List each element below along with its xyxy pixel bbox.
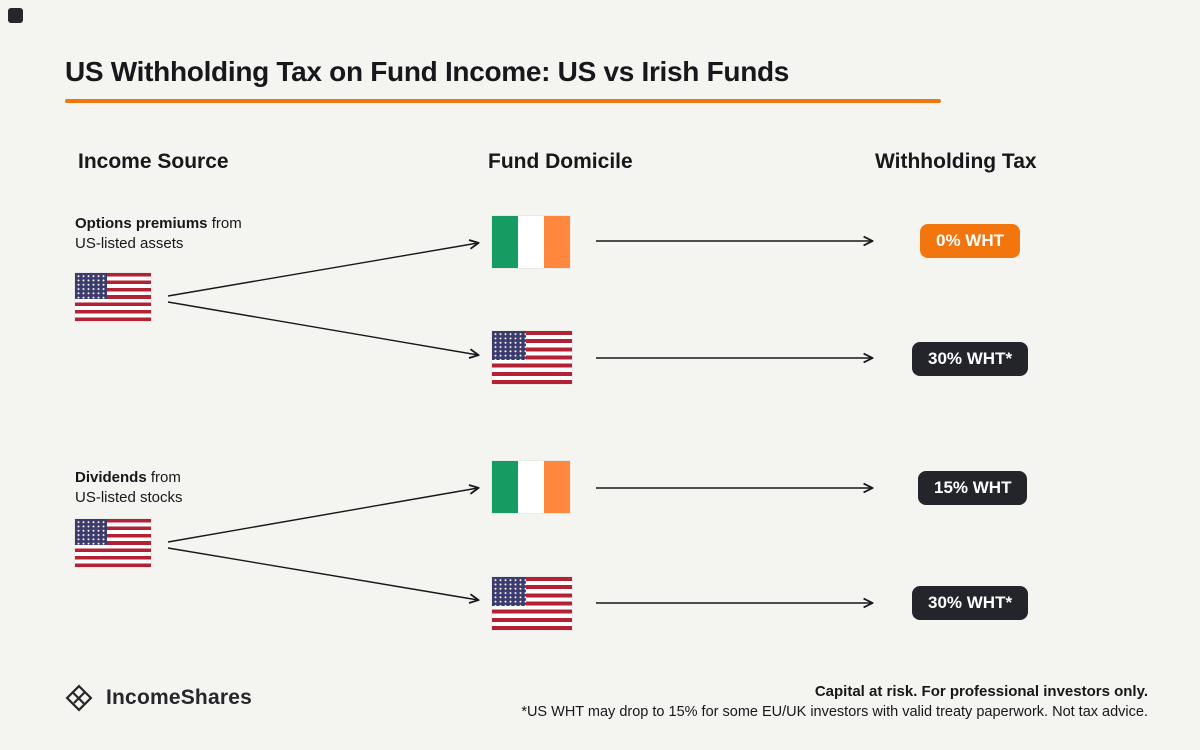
us-flag-icon — [75, 273, 151, 321]
us-flag-icon — [492, 331, 572, 384]
source-label-line2: US-listed stocks — [75, 489, 183, 506]
disclaimer-risk-warning: Capital at risk. For professional invest… — [814, 683, 1148, 700]
source-label-bold: Dividends — [75, 469, 147, 486]
source-label-line1: Dividends from — [75, 468, 183, 488]
brand-name: IncomeShares — [106, 686, 252, 709]
wht-badge-0pct: 0% WHT — [920, 224, 1020, 258]
income-source-label: Options premiums from US-listed assets — [75, 214, 242, 254]
footer-disclaimer: Capital at risk. For professional invest… — [521, 683, 1148, 720]
wht-badge-30pct: 30% WHT* — [912, 342, 1029, 376]
page-title: US Withholding Tax on Fund Income: US vs… — [65, 56, 790, 87]
corner-logo-mark — [8, 8, 23, 23]
source-label-line2: US-listed assets — [75, 235, 184, 252]
ireland-flag-icon — [492, 461, 570, 513]
column-header-income-source: Income Source — [78, 150, 229, 173]
us-flag-icon — [492, 577, 572, 630]
title-underline — [65, 99, 941, 103]
column-header-withholding-tax: Withholding Tax — [875, 150, 1037, 173]
column-header-fund-domicile: Fund Domicile — [488, 150, 633, 173]
source-label-rest: from — [207, 215, 242, 232]
income-source-label: Dividends from US-listed stocks — [75, 468, 183, 508]
wht-badge-15pct: 15% WHT — [918, 471, 1028, 505]
source-label-line1: Options premiums from — [75, 214, 242, 234]
wht-badge-30pct: 30% WHT* — [912, 586, 1029, 620]
incomeshares-logo-icon — [65, 684, 93, 712]
source-label-bold: Options premiums — [75, 215, 208, 232]
footer-brand: IncomeShares — [64, 683, 252, 713]
ireland-flag-icon — [492, 216, 570, 268]
us-flag-icon — [75, 519, 151, 567]
source-label-rest: from — [146, 469, 181, 486]
disclaimer-treaty-note: *US WHT may drop to 15% for some EU/UK i… — [521, 704, 1148, 720]
